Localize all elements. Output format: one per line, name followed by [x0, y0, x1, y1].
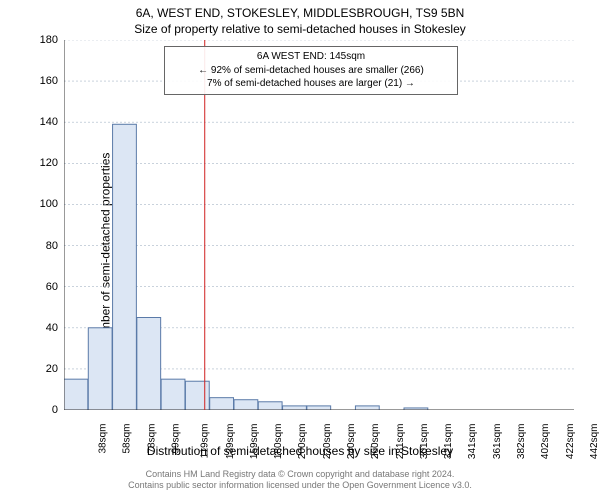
y-tick-label: 140 — [40, 116, 64, 128]
y-tick-label: 20 — [46, 363, 64, 375]
plot-area: 020406080100120140160180 38sqm58sqm78sqm… — [64, 40, 574, 410]
annotation-line1: 6A WEST END: 145sqm — [171, 50, 451, 64]
y-tick-label: 60 — [46, 281, 64, 293]
annotation-line3: 7% of semi-detached houses are larger (2… — [171, 77, 451, 91]
y-tick-label: 160 — [40, 75, 64, 87]
y-tick-label: 80 — [46, 240, 64, 252]
annotation-box: 6A WEST END: 145sqm ← 92% of semi-detach… — [164, 46, 458, 95]
chart-title-address: 6A, WEST END, STOKESLEY, MIDDLESBROUGH, … — [0, 0, 600, 20]
credits: Contains HM Land Registry data © Crown c… — [0, 469, 600, 492]
annotation-line2: ← 92% of semi-detached houses are smalle… — [171, 64, 451, 78]
y-tick-label: 40 — [46, 322, 64, 334]
y-tick-label: 0 — [52, 404, 64, 416]
credits-line2: Contains public sector information licen… — [0, 480, 600, 492]
chart-title-subtitle: Size of property relative to semi-detach… — [0, 20, 600, 36]
y-tick-label: 180 — [40, 34, 64, 46]
x-axis-label: Distribution of semi-detached houses by … — [0, 444, 600, 458]
credits-line1: Contains HM Land Registry data © Crown c… — [0, 469, 600, 481]
y-tick-label: 120 — [40, 157, 64, 169]
y-tick-label: 100 — [40, 198, 64, 210]
histogram-svg — [64, 40, 574, 410]
